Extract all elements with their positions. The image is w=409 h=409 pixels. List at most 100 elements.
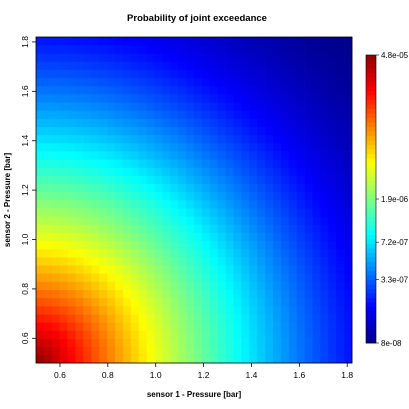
heatmap-cell: [162, 37, 171, 46]
heatmap-cell: [312, 183, 321, 193]
heatmap-cell: [186, 346, 195, 356]
heatmap-cell: [186, 297, 195, 307]
heatmap-cell: [115, 118, 124, 127]
heatmap-cell: [99, 265, 108, 274]
heatmap-cell: [265, 175, 274, 185]
heatmap-cell: [122, 354, 132, 364]
heatmap-cell: [59, 208, 68, 217]
heatmap-cell: [83, 305, 92, 315]
heatmap-cell: [178, 208, 187, 217]
heatmap-cell: [36, 61, 45, 70]
heatmap-cell: [217, 183, 226, 193]
heatmap-cell: [130, 159, 140, 168]
heatmap-cell: [201, 273, 211, 282]
heatmap-cell: [91, 330, 100, 339]
heatmap-cell: [209, 330, 219, 339]
heatmap-cell: [304, 37, 313, 46]
heatmap-cell: [107, 322, 116, 331]
heatmap-cell: [265, 183, 274, 193]
heatmap-cell: [170, 224, 179, 233]
heatmap-cell: [344, 257, 353, 266]
heatmap-cell: [328, 216, 337, 225]
heatmap-cell: [304, 232, 313, 242]
heatmap-cell: [178, 45, 187, 54]
heatmap-cell: [225, 281, 234, 290]
heatmap-cell: [312, 142, 321, 152]
heatmap-cell: [115, 330, 124, 339]
heatmap-cell: [225, 37, 234, 46]
heatmap-cell: [75, 257, 84, 266]
heatmap-cell: [122, 346, 132, 356]
heatmap-cell: [154, 53, 163, 62]
heatmap-cell: [99, 240, 108, 250]
heatmap-cell: [249, 289, 258, 299]
heatmap-cell: [36, 224, 45, 233]
heatmap-cell: [75, 159, 84, 168]
heatmap-cell: [280, 200, 290, 209]
heatmap-cell: [257, 232, 266, 242]
heatmap-cell: [194, 45, 203, 54]
heatmap-cell: [75, 314, 84, 323]
heatmap-cell: [67, 159, 76, 168]
heatmap-cell: [122, 322, 132, 331]
heatmap-cell: [67, 322, 76, 331]
heatmap-cell: [170, 183, 179, 193]
heatmap-cell: [130, 240, 140, 250]
heatmap-cell: [162, 232, 171, 242]
heatmap-cell: [91, 183, 100, 193]
heatmap-cells: [36, 37, 353, 364]
heatmap-cell: [344, 248, 353, 258]
heatmap-cell: [265, 289, 274, 299]
heatmap-cell: [201, 53, 211, 62]
heatmap-cell: [344, 273, 353, 282]
heatmap-cell: [241, 61, 250, 70]
heatmap-cell: [59, 45, 68, 54]
heatmap-cell: [265, 134, 274, 144]
heatmap-cell: [67, 183, 76, 193]
heatmap-cell: [320, 126, 329, 136]
heatmap-cell: [162, 159, 171, 168]
heatmap-cell: [75, 265, 84, 274]
heatmap-cell: [178, 151, 187, 160]
heatmap-cell: [59, 273, 68, 282]
heatmap-cell: [99, 151, 108, 160]
heatmap-cell: [186, 183, 195, 193]
heatmap-cell: [288, 346, 298, 356]
heatmap-cell: [217, 159, 226, 168]
heatmap-cell: [233, 118, 242, 127]
heatmap-cell: [288, 200, 298, 209]
heatmap-cell: [122, 224, 132, 233]
heatmap-cell: [304, 200, 313, 209]
heatmap-cell: [249, 85, 258, 95]
heatmap-cell: [249, 53, 258, 62]
heatmap-cell: [265, 281, 274, 290]
heatmap-cell: [233, 102, 242, 111]
heatmap-cell: [194, 69, 203, 79]
heatmap-cell: [320, 142, 329, 152]
heatmap-cell: [201, 232, 211, 242]
heatmap-cell: [186, 305, 195, 315]
heatmap-cell: [265, 126, 274, 136]
heatmap-cell: [91, 338, 100, 348]
heatmap-cell: [225, 69, 234, 79]
heatmap-cell: [43, 273, 53, 282]
heatmap-cell: [296, 61, 305, 70]
heatmap-cell: [249, 354, 258, 364]
heatmap-cell: [99, 94, 108, 103]
colorbar-segment: [366, 185, 376, 191]
heatmap-cell: [312, 53, 321, 62]
heatmap-cell: [249, 338, 258, 348]
heatmap-cell: [344, 297, 353, 307]
heatmap-cell: [83, 265, 92, 274]
heatmap-cell: [83, 273, 92, 282]
heatmap-cell: [122, 110, 132, 119]
heatmap-cell: [280, 151, 290, 160]
heatmap-cell: [265, 330, 274, 339]
heatmap-cell: [162, 183, 171, 193]
heatmap-cell: [146, 151, 155, 160]
heatmap-cell: [107, 167, 116, 176]
heatmap-cell: [288, 273, 298, 282]
heatmap-cell: [83, 191, 92, 201]
heatmap-cell: [107, 118, 116, 127]
heatmap-cell: [201, 126, 211, 136]
